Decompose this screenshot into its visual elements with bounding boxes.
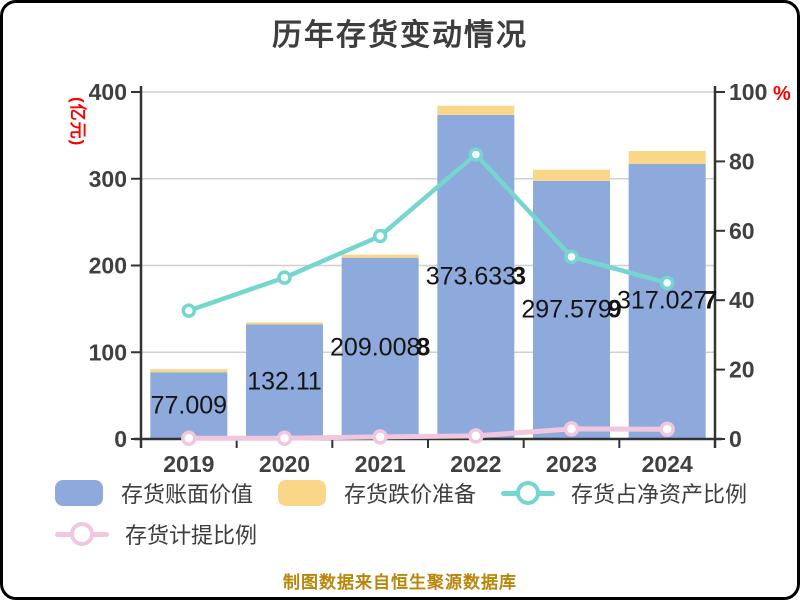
bar-value-label-2023: 297.5799 (521, 295, 622, 324)
legend-item-1: 存货跌价准备 (278, 479, 476, 507)
bar-provision-cap-2022 (437, 105, 515, 115)
legend-label: 存货账面价值 (121, 482, 254, 507)
bar-provision-cap-2023 (533, 169, 610, 181)
right-tick-label-40: 40 (729, 287, 755, 313)
left-axis-unit-label: (亿元) (68, 97, 87, 147)
legend-item-3: 存货计提比例 (55, 520, 257, 548)
point-provision-ratio-2019 (181, 430, 197, 447)
legend-item-0: 存货账面价值 (55, 479, 253, 507)
bar-provision-cap-2021 (341, 254, 419, 258)
legend-item-2: 存货占净资产比例 (501, 479, 747, 507)
bar-inventory-book-value-2021 (341, 257, 419, 439)
left-tick-label-200: 200 (89, 253, 127, 279)
point-net-asset-ratio-2022 (468, 147, 484, 162)
x-axis-label-2023: 2023 (546, 451, 597, 477)
bar-provision-cap-2019 (150, 369, 228, 373)
point-provision-ratio-2020 (276, 430, 293, 447)
left-tick-label-300: 300 (89, 166, 127, 192)
legend-line-marker-icon (501, 481, 555, 505)
point-provision-ratio-2023 (563, 421, 580, 437)
x-axis-label-2024: 2024 (642, 451, 693, 477)
x-axis-label-2019: 2019 (163, 451, 214, 477)
plot-area: 0 100 200 300 400 0 20 40 60 80 100 2019 2020 2021 202… (89, 79, 768, 477)
point-net-asset-ratio-2021 (372, 228, 388, 244)
legend-swatch-icon (278, 480, 326, 506)
bar-provision-cap-2024 (628, 150, 706, 164)
left-tick-label-0: 0 (114, 426, 127, 452)
bar-provision-cap-2020 (246, 322, 323, 325)
point-provision-ratio-2022 (468, 428, 484, 444)
point-net-asset-ratio-2024 (659, 275, 675, 291)
point-net-asset-ratio-2019 (181, 303, 197, 318)
left-tick-label-100: 100 (89, 339, 127, 365)
right-tick-label-20: 20 (729, 357, 755, 383)
chart-title: 历年存货变动情况 (272, 19, 528, 52)
bar-inventory-book-value-2024 (628, 163, 706, 440)
bar-value-label-2020: 132.11 (247, 367, 322, 396)
x-axis-label-2021: 2021 (355, 451, 406, 477)
point-provision-ratio-2021 (372, 429, 388, 445)
bar-value-label-2024: 317.0277 (617, 286, 718, 315)
legend-label: 存货跌价准备 (344, 482, 477, 507)
legend-swatch-icon (55, 480, 103, 506)
legend-label: 存货计提比例 (125, 523, 258, 548)
bar-value-label-2021: 209.0088 (330, 333, 431, 362)
point-net-asset-ratio-2023 (564, 249, 579, 265)
right-axis-unit-label: % (773, 83, 791, 105)
x-axis-label-2020: 2020 (259, 451, 310, 477)
right-tick-label-60: 60 (729, 218, 755, 244)
legend-line-marker-icon (55, 522, 109, 546)
legend-label: 存货占净资产比例 (571, 482, 748, 507)
point-net-asset-ratio-2020 (277, 270, 292, 285)
line-provision-ratio (186, 426, 670, 441)
bar-value-label-2019: 77.009 (150, 391, 228, 420)
data-source-note: 制图数据来自恒生聚源数据库 (283, 573, 517, 592)
right-tick-label-100: 100 (729, 79, 767, 105)
bar-inventory-book-value-2022 (437, 114, 515, 439)
bar-inventory-book-value-2019 (150, 372, 228, 439)
right-tick-label-80: 80 (729, 148, 755, 174)
x-axis-label-2022: 2022 (450, 451, 501, 477)
bar-inventory-book-value-2023 (533, 180, 610, 439)
left-tick-label-400: 400 (89, 79, 127, 105)
bar-value-label-2022: 373.6333 (425, 262, 526, 291)
line-net-asset-ratio (186, 152, 670, 313)
bar-inventory-book-value-2020 (246, 324, 323, 439)
right-tick-label-0: 0 (729, 426, 742, 452)
point-provision-ratio-2024 (659, 421, 675, 438)
